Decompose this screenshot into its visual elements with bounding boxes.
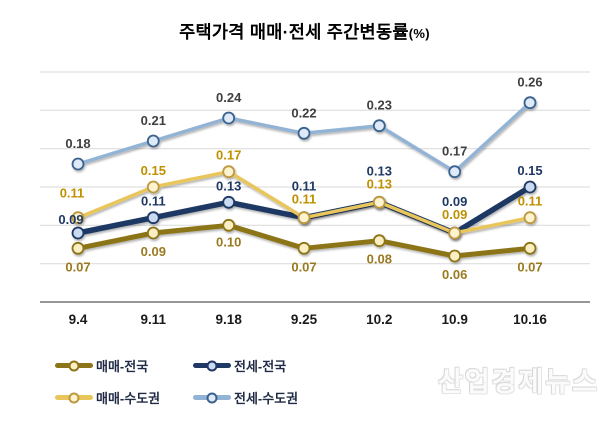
data-point-marker (523, 96, 537, 110)
data-point-marker (523, 211, 537, 225)
data-label: 0.17 (216, 148, 241, 163)
data-label: 0.13 (216, 178, 241, 193)
data-label: 0.08 (367, 252, 392, 267)
x-tick-label: 9.18 (216, 312, 243, 327)
data-point-marker (71, 157, 85, 171)
legend-label: 매매-수도권 (96, 391, 161, 406)
data-point-marker (71, 241, 85, 255)
x-tick-label: 9.4 (69, 312, 88, 327)
data-point-marker (222, 218, 236, 232)
data-point-marker (146, 211, 160, 225)
legend-item-jeonse-sudogwon: 전세-수도권 (193, 388, 298, 407)
data-point-marker (523, 241, 537, 255)
data-label: 0.17 (442, 144, 467, 159)
x-tick-label: 10.16 (513, 312, 547, 327)
data-point-marker (372, 234, 386, 248)
legend-item-maemae-jeonguk: 매매-전국 (55, 356, 193, 375)
legend-label: 전세-수도권 (234, 391, 299, 406)
news-watermark: 산업경제뉴스 (437, 367, 599, 397)
data-label: 0.23 (367, 98, 392, 113)
data-point-marker (222, 111, 236, 125)
legend-swatch-icon (193, 392, 231, 403)
data-label: 0.07 (65, 259, 90, 274)
data-point-marker (222, 165, 236, 179)
data-point-marker (297, 126, 311, 140)
data-label: 0.09 (141, 244, 166, 259)
data-point-marker (523, 180, 537, 194)
data-point-marker (297, 211, 311, 225)
data-label: 0.15 (141, 163, 166, 178)
data-labels: 0.09 0.11 0.13 0.11 0.13 0.09 0.15 0.07 0.09 0.10… (58, 75, 542, 282)
series-1-labels: 0.09 0.11 0.13 0.11 0.13 0.09 0.15 (58, 163, 542, 227)
data-point-marker (372, 119, 386, 133)
series-3 (71, 96, 537, 179)
legend-label: 매매-전국 (96, 359, 149, 374)
data-label: 0.24 (216, 90, 242, 105)
data-point-marker (448, 165, 462, 179)
data-label: 0.07 (291, 259, 316, 274)
data-label: 0.09 (442, 194, 467, 209)
data-point-marker (448, 249, 462, 263)
data-point-marker (146, 134, 160, 148)
data-label: 0.11 (518, 194, 543, 209)
data-label: 0.11 (60, 186, 85, 201)
legend-item-jeonse-jeonguk: 전세-전국 (193, 356, 298, 375)
data-point-marker (372, 195, 386, 209)
data-label: 0.15 (517, 163, 542, 178)
legend-swatch-icon (55, 360, 93, 371)
legend-swatch-icon (193, 360, 231, 371)
data-label: 0.26 (517, 75, 542, 90)
series-2-labels: 0.11 0.15 0.17 0.11 0.13 0.09 0.11 (60, 148, 543, 222)
data-point-marker (222, 195, 236, 209)
data-point-marker (146, 226, 160, 240)
data-point-marker (71, 226, 85, 240)
data-label: 0.13 (367, 163, 392, 178)
data-point-marker (448, 226, 462, 240)
x-tick-label: 9.25 (291, 312, 318, 327)
data-label: 0.10 (216, 234, 241, 249)
series-3-labels: 0.18 0.21 0.24 0.22 0.23 0.17 0.26 (65, 75, 542, 159)
data-label: 0.07 (517, 259, 542, 274)
data-label: 0.06 (442, 267, 467, 282)
x-tick-label: 9.11 (141, 312, 167, 327)
x-tick-label: 10.9 (442, 312, 468, 327)
data-label: 0.09 (442, 207, 467, 222)
data-label: 0.22 (291, 105, 316, 120)
chart-legend: 매매-전국 전세-전국 매매-수도권 전세-수도권 (55, 356, 298, 407)
chart-title: 주택가격 매매·전세 주간변동률(%) (0, 19, 609, 44)
x-tick-label: 10.2 (366, 312, 392, 327)
data-label: 0.18 (65, 136, 90, 151)
chart-title-unit: (%) (408, 26, 430, 41)
series-0-labels: 0.07 0.09 0.10 0.07 0.08 0.06 0.07 (65, 234, 542, 282)
legend-label: 전세-전국 (234, 359, 287, 374)
data-label: 0.21 (141, 113, 166, 128)
data-label: 0.11 (141, 194, 166, 209)
data-point-marker (71, 211, 85, 225)
data-label: 0.11 (292, 192, 317, 207)
data-label: 0.11 (292, 179, 317, 194)
series-0 (71, 218, 537, 263)
legend-item-maemae-sudogwon: 매매-수도권 (55, 388, 193, 407)
data-point-marker (146, 180, 160, 194)
chart-title-text: 주택가격 매매·전세 주간변동률 (179, 22, 409, 42)
series-2 (71, 165, 537, 240)
data-label: 0.09 (58, 212, 83, 227)
data-label: 0.13 (367, 176, 392, 191)
data-point-marker (297, 241, 311, 255)
legend-swatch-icon (55, 392, 93, 403)
